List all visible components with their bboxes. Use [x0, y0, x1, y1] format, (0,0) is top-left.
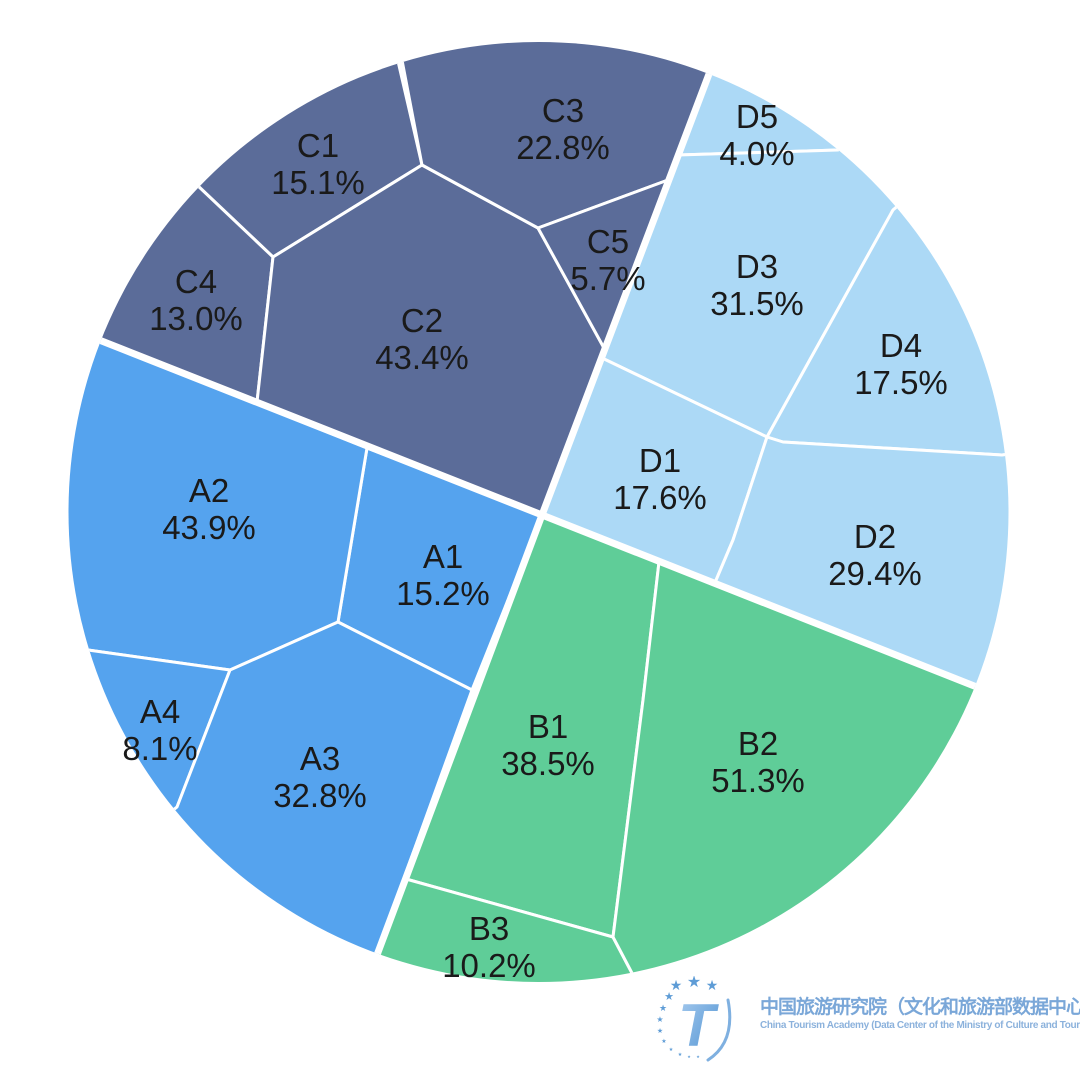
label-D4: D4: [880, 327, 922, 364]
star-icon: ★: [664, 991, 674, 1003]
label-A1: A1: [423, 538, 463, 575]
label-C5: C5: [587, 223, 629, 260]
divider-AC: [68, 311, 546, 519]
logo-t-glyph: T: [678, 992, 719, 1059]
label-D2: D2: [854, 518, 896, 555]
value-C1: 15.1%: [271, 164, 365, 201]
value-B1: 38.5%: [501, 745, 595, 782]
value-D3: 31.5%: [710, 285, 804, 322]
value-A3: 32.8%: [273, 777, 367, 814]
star-icon: ★: [659, 1003, 667, 1013]
value-C4: 13.0%: [149, 300, 243, 337]
label-B2: B2: [738, 725, 778, 762]
logo-name-english: China Tourism Academy (Data Center of th…: [760, 1019, 1080, 1031]
label-A2: A2: [189, 472, 229, 509]
value-B3: 10.2%: [442, 947, 536, 984]
label-B1: B1: [528, 708, 568, 745]
star-icon: ★: [657, 1027, 663, 1035]
label-A3: A3: [300, 740, 340, 777]
star-icon: ★: [706, 977, 719, 993]
logo-name-chinese: 中国旅游研究院（文化和旅游部数据中心）: [760, 997, 1080, 1018]
star-icon: ★: [661, 1038, 666, 1045]
label-D3: D3: [736, 248, 778, 285]
star-icon: ★: [687, 1054, 691, 1059]
divider-AB: [349, 511, 546, 982]
label-B3: B3: [469, 910, 509, 947]
value-C5: 5.7%: [570, 260, 645, 297]
label-C1: C1: [297, 127, 339, 164]
label-D1: D1: [639, 442, 681, 479]
value-B2: 51.3%: [711, 762, 805, 799]
star-icon: ★: [656, 1015, 663, 1024]
china-tourism-academy-logo: ★ ★ ★ ★ ★ ★ ★ ★ ★ ★ ★ ★ T 中国旅游研究院（文化和旅游部…: [652, 976, 1080, 1076]
value-C2: 43.4%: [375, 339, 469, 376]
label-C4: C4: [175, 263, 217, 300]
logo-star-t-icon: ★ ★ ★ ★ ★ ★ ★ ★ ★ ★ ★ ★ T: [656, 976, 732, 1062]
star-icon: ★: [687, 976, 701, 991]
value-D1: 17.6%: [613, 479, 707, 516]
label-C3: C3: [542, 92, 584, 129]
label-D5: D5: [736, 98, 778, 135]
star-icon: ★: [670, 977, 683, 993]
value-D5: 4.0%: [719, 135, 794, 172]
value-D4: 17.5%: [854, 364, 948, 401]
star-icon: ★: [678, 1052, 683, 1058]
value-A4: 8.1%: [122, 730, 197, 767]
divider-CD: [538, 42, 738, 519]
logo-swoosh: [706, 998, 732, 1062]
value-A1: 15.2%: [396, 575, 490, 612]
logo-text-block: 中国旅游研究院（文化和旅游部数据中心） China Tourism Academ…: [752, 976, 1080, 1032]
divider-DB: [538, 511, 1009, 716]
value-A2: 43.9%: [162, 509, 256, 546]
star-icon: ★: [696, 1054, 700, 1059]
value-D2: 29.4%: [828, 555, 922, 592]
label-C2: C2: [401, 302, 443, 339]
cell-labels: C1 15.1% C4 13.0% C2 43.4% C3 22.8% C5 5…: [122, 92, 947, 984]
label-A4: A4: [140, 693, 180, 730]
star-icon: ★: [669, 1047, 674, 1053]
value-C3: 22.8%: [516, 129, 610, 166]
